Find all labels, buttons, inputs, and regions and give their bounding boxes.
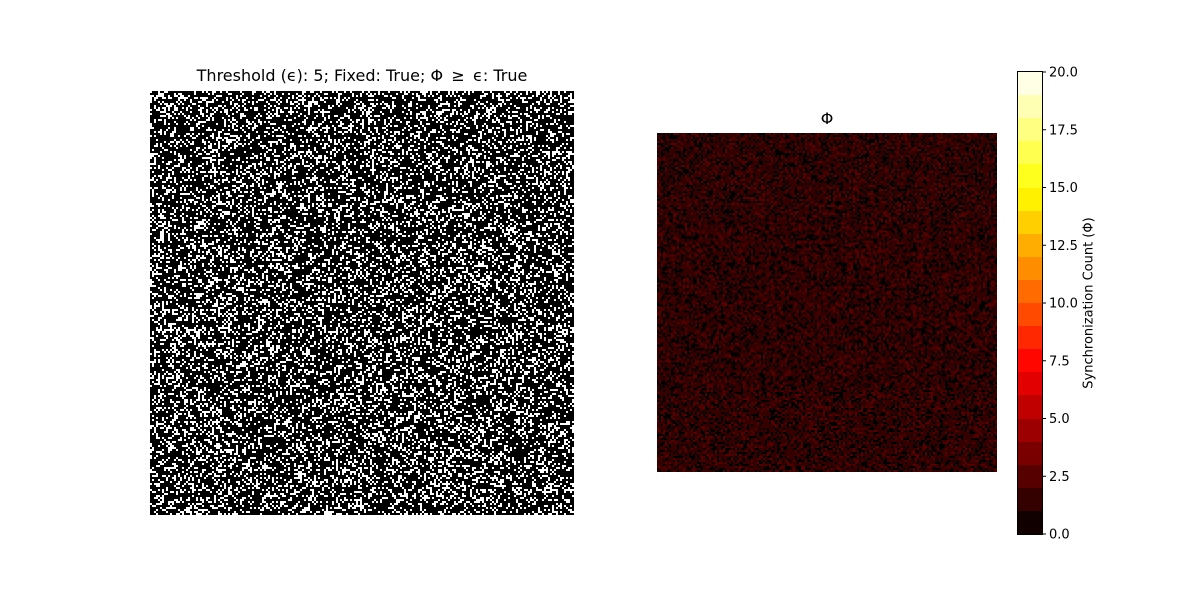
colorbar-tick-label: 12.5	[1049, 239, 1078, 254]
left-panel-title: Threshold (ϵ): 5; Fixed: True; Φ ≥ ϵ: Tr…	[196, 66, 528, 85]
colorbar-tick-label: 5.0	[1049, 412, 1070, 427]
state-grid-heatmap	[150, 91, 574, 515]
colorbar-label: Synchronization Count (Φ)	[1081, 217, 1097, 389]
colorbar-tick-label: 17.5	[1049, 123, 1078, 138]
colorbar-tick-label: 15.0	[1049, 181, 1078, 196]
colorbar-tick-label: 7.5	[1049, 354, 1070, 369]
phi-heatmap	[657, 133, 997, 472]
right-panel-title: Φ	[820, 109, 834, 128]
colorbar-tick-label: 2.5	[1049, 470, 1070, 485]
colorbar-tick-label: 10.0	[1049, 297, 1078, 312]
colorbar	[1017, 71, 1043, 535]
colorbar-tick-label: 0.0	[1049, 528, 1070, 543]
colorbar-tick-label: 20.0	[1049, 66, 1078, 81]
